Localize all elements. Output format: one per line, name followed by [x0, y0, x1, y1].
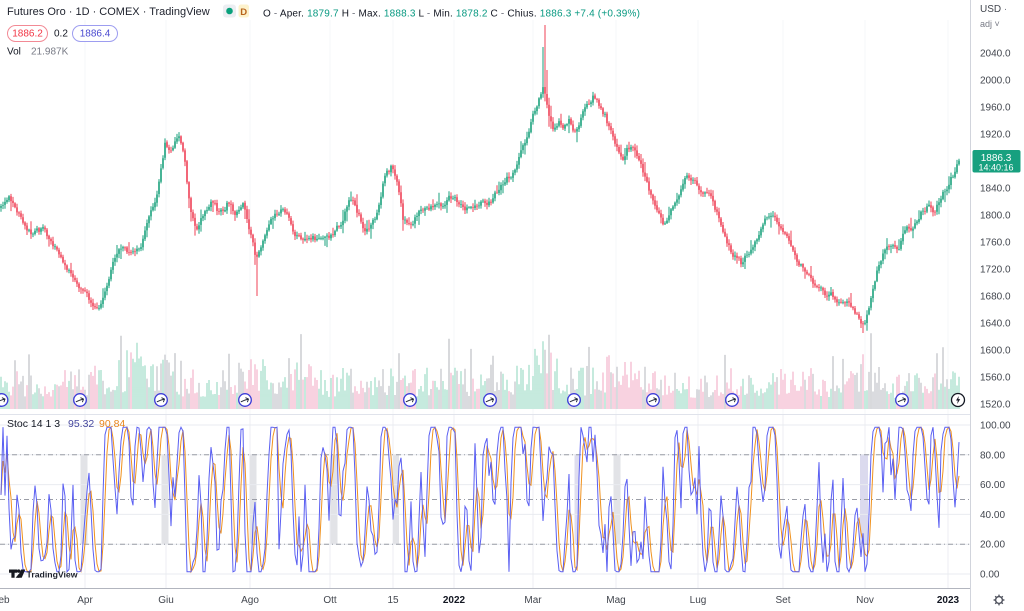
svg-text:D: D [240, 7, 247, 18]
svg-text:1520.0: 1520.0 [980, 400, 1011, 411]
svg-text:90.84: 90.84 [99, 418, 125, 430]
svg-text:60.00: 60.00 [980, 480, 1005, 491]
svg-text:1760.0: 1760.0 [980, 238, 1011, 249]
svg-text:15: 15 [387, 595, 399, 606]
svg-text:Lug: Lug [690, 595, 707, 606]
svg-text:1720.0: 1720.0 [980, 265, 1011, 276]
svg-text:Mag: Mag [606, 595, 625, 606]
svg-text:Set: Set [775, 595, 790, 606]
svg-text:2022: 2022 [443, 595, 466, 606]
svg-text:1560.0: 1560.0 [980, 373, 1011, 384]
svg-text:1886.4: 1886.4 [80, 29, 111, 40]
svg-text:Vol: Vol [7, 47, 21, 58]
svg-text:Futures Oro · 1D · COMEX · Tra: Futures Oro · 1D · COMEX · TradingView [7, 6, 210, 18]
svg-text:adj ˅: adj ˅ [980, 19, 1000, 29]
svg-text:95.32: 95.32 [68, 418, 94, 430]
svg-text:1886.3: 1886.3 [981, 153, 1012, 164]
svg-text:0.2: 0.2 [54, 29, 68, 40]
svg-text:2023: 2023 [937, 595, 960, 606]
svg-text:O - Aper. 1879.7 H - Max. 1888: O - Aper. 1879.7 H - Max. 1888.3 L - Min… [263, 9, 640, 20]
svg-text:Stoc 14 1 3: Stoc 14 1 3 [7, 418, 60, 430]
svg-text:Nov: Nov [856, 595, 874, 606]
svg-text:80.00: 80.00 [980, 450, 1005, 461]
svg-text:Apr: Apr [77, 595, 93, 606]
svg-text:2000.0: 2000.0 [980, 76, 1011, 87]
svg-text:TradingView: TradingView [27, 570, 78, 580]
svg-text:1840.0: 1840.0 [980, 184, 1011, 195]
svg-text:1886.2: 1886.2 [12, 29, 43, 40]
svg-text:20.00: 20.00 [980, 540, 1005, 551]
svg-text:Ott: Ott [323, 595, 337, 606]
svg-text:1960.0: 1960.0 [980, 103, 1011, 114]
svg-text:0.00: 0.00 [980, 570, 1000, 581]
svg-text:Ago: Ago [241, 595, 259, 606]
svg-text:USD ·: USD · [980, 4, 1007, 15]
svg-text:Giu: Giu [158, 595, 174, 606]
svg-text:1640.0: 1640.0 [980, 319, 1011, 330]
svg-text:40.00: 40.00 [980, 510, 1005, 521]
svg-text:1600.0: 1600.0 [980, 346, 1011, 357]
svg-text:1920.0: 1920.0 [980, 130, 1011, 141]
svg-text:2040.0: 2040.0 [980, 49, 1011, 60]
svg-text:1680.0: 1680.0 [980, 292, 1011, 303]
svg-text:21.987K: 21.987K [31, 47, 69, 58]
svg-text:14:40:16: 14:40:16 [978, 163, 1013, 173]
svg-text:Mar: Mar [524, 595, 542, 606]
svg-text:Feb: Feb [0, 595, 10, 606]
svg-text:100.00: 100.00 [980, 421, 1011, 432]
svg-text:1800.0: 1800.0 [980, 211, 1011, 222]
